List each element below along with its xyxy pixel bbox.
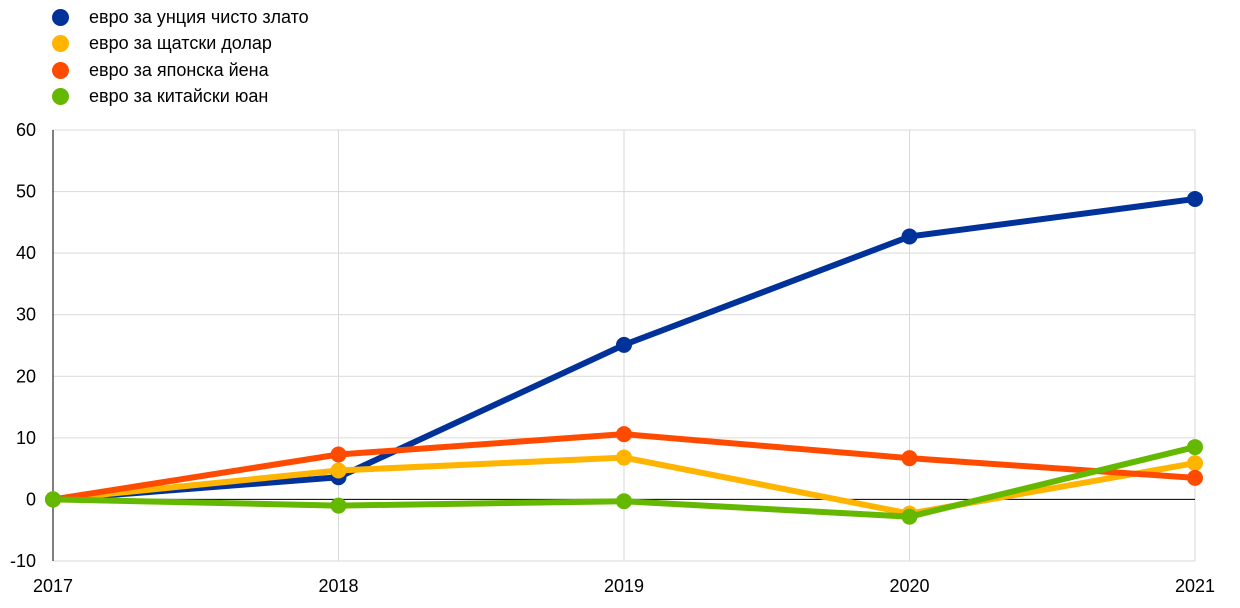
y-tick-label: 50 — [16, 182, 36, 202]
legend-item: евро за японска йена — [52, 57, 309, 84]
y-tick-label: 60 — [16, 120, 36, 140]
data-point — [616, 449, 632, 466]
legend-marker-icon — [52, 8, 69, 26]
y-tick-label: 20 — [16, 366, 36, 386]
data-point — [330, 462, 347, 479]
x-tick-label: 2020 — [889, 576, 929, 596]
legend-label: евро за щатски долар — [89, 33, 272, 54]
data-point — [901, 450, 918, 467]
data-point — [1187, 455, 1203, 472]
data-point — [45, 491, 61, 508]
y-tick-label: -10 — [10, 551, 36, 571]
y-tick-label: 0 — [26, 489, 36, 509]
data-point — [616, 493, 632, 510]
x-tick-label: 2018 — [318, 576, 358, 596]
legend-item: евро за щатски долар — [52, 31, 309, 58]
data-point — [616, 336, 632, 353]
data-point — [616, 426, 632, 443]
legend-label: евро за китайски юан — [89, 86, 269, 107]
data-point — [1187, 469, 1203, 486]
legend-marker-icon — [52, 61, 69, 79]
y-tick-label: 30 — [16, 305, 36, 325]
legend: евро за унция чисто злато евро за щатски … — [52, 4, 309, 110]
data-point — [330, 446, 347, 463]
legend-item: евро за унция чисто злато — [52, 4, 309, 31]
legend-item: евро за китайски юан — [52, 84, 309, 111]
data-point — [330, 497, 347, 514]
legend-marker-icon — [52, 35, 69, 53]
y-tick-label: 10 — [16, 428, 36, 448]
y-tick-label: 40 — [16, 243, 36, 263]
data-point — [901, 228, 918, 245]
x-tick-label: 2017 — [33, 576, 73, 596]
legend-marker-icon — [52, 88, 69, 106]
data-point — [1187, 439, 1203, 456]
legend-label: евро за японска йена — [89, 59, 269, 80]
legend-label: евро за унция чисто злато — [89, 6, 309, 27]
data-point — [901, 508, 918, 525]
x-tick-label: 2019 — [604, 576, 644, 596]
x-tick-label: 2021 — [1175, 576, 1215, 596]
data-point — [1187, 190, 1203, 207]
